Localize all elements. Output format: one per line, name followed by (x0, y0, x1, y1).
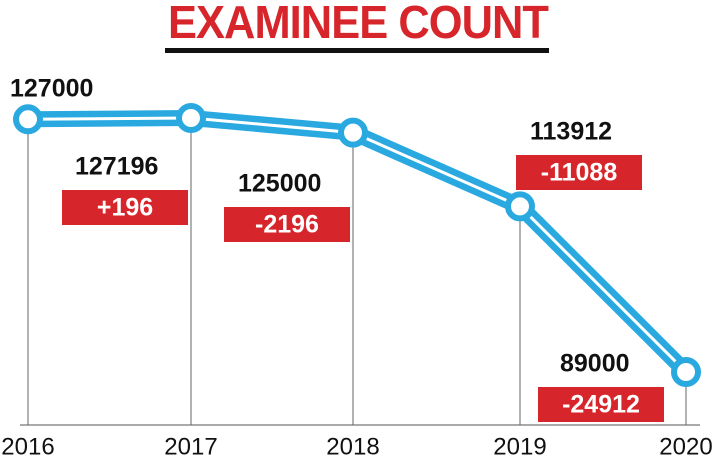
change-box (62, 190, 188, 225)
value-label: 125000 (238, 170, 321, 198)
change-label: -2196 (255, 211, 319, 239)
x-tick-label: 2020 (659, 433, 712, 460)
change-label: -11088 (541, 159, 618, 187)
point (176, 103, 206, 133)
value-label: 113912 (530, 118, 612, 146)
change-box (538, 387, 664, 422)
point (13, 104, 43, 135)
x-tick-label: 2019 (493, 433, 546, 460)
value-label: 127000 (10, 75, 93, 103)
value-label: 127196 (75, 153, 158, 181)
title-underline (165, 48, 549, 53)
point (338, 117, 368, 148)
value-label: 89000 (560, 350, 630, 378)
change-box (224, 207, 350, 242)
point (505, 191, 535, 222)
x-tick-label: 2016 (1, 433, 54, 460)
chart-title: EXAMINEE COUNT (168, 0, 549, 48)
x-tick-label: 2018 (326, 433, 379, 460)
x-tick-label: 2017 (164, 433, 217, 460)
change-box (516, 155, 642, 190)
change-label: +196 (97, 194, 153, 222)
change-label: -24912 (562, 391, 640, 419)
point (671, 357, 701, 387)
